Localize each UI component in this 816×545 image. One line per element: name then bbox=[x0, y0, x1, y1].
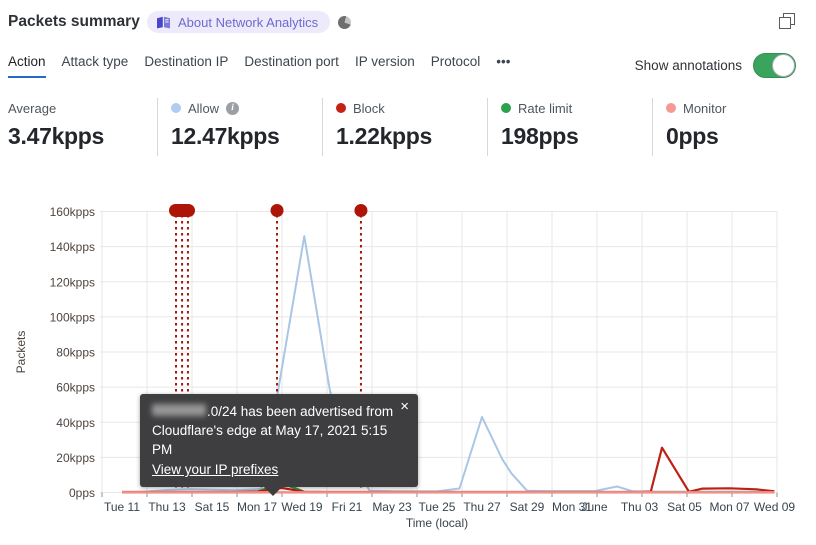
tab-attack-type[interactable]: Attack type bbox=[61, 54, 129, 69]
x-tick-label: Tue 11 bbox=[104, 500, 140, 514]
page-title: Packets summary bbox=[8, 13, 140, 30]
stat-label: Allow bbox=[188, 100, 220, 116]
tabs: Action Attack type Destination IP Destinati… bbox=[8, 54, 510, 78]
stat-value: 198pps bbox=[501, 123, 579, 149]
stat-value: 0pps bbox=[666, 123, 719, 149]
tab-action[interactable]: Action bbox=[8, 54, 46, 78]
x-tick-label: Sat 29 bbox=[510, 500, 545, 514]
stat-label: Average bbox=[8, 100, 57, 116]
view-ip-prefixes-link[interactable]: View your IP prefixes bbox=[152, 462, 279, 477]
y-tick-label: 20kpps bbox=[56, 451, 95, 465]
x-tick-label: Mon 17 bbox=[237, 500, 277, 514]
y-tick-label: 120kpps bbox=[50, 275, 95, 289]
stat-label: Block bbox=[353, 100, 385, 116]
y-tick-label: 40kpps bbox=[56, 416, 95, 430]
x-tick-label: Tue 25 bbox=[419, 500, 456, 514]
y-tick-label: 140kpps bbox=[50, 240, 95, 254]
duplicate-window-icon[interactable] bbox=[779, 13, 795, 29]
y-axis-title: Packets bbox=[14, 331, 28, 374]
legend-dot bbox=[501, 103, 511, 113]
redacted-ip-prefix bbox=[152, 404, 206, 416]
stat-block: Block 1.22kpps bbox=[322, 98, 487, 156]
x-tick-label: Mon 07 bbox=[709, 500, 749, 514]
x-tick-label: Wed 19 bbox=[281, 500, 322, 514]
stat-value: 12.47kpps bbox=[171, 123, 280, 149]
pie-status-icon bbox=[338, 16, 351, 29]
info-icon[interactable]: i bbox=[226, 101, 240, 115]
stats-row: Average 3.47kpps Allow i 12.47kpps Block 1.22k… bbox=[0, 98, 816, 156]
toggle-knob bbox=[772, 54, 795, 77]
legend-dot bbox=[336, 103, 346, 113]
x-tick-label: Sat 05 bbox=[667, 500, 702, 514]
stat-value: 1.22kpps bbox=[336, 123, 433, 149]
legend-dot bbox=[171, 103, 181, 113]
stat-rate-limit: Rate limit 198pps bbox=[487, 98, 652, 156]
legend-dot bbox=[666, 103, 676, 113]
stat-value: 3.47kpps bbox=[8, 123, 105, 149]
close-icon[interactable]: × bbox=[400, 398, 409, 415]
x-tick-label: Wed 09 bbox=[754, 500, 795, 514]
badge-label: About Network Analytics bbox=[178, 14, 319, 30]
tooltip-caret bbox=[263, 486, 283, 496]
stat-allow: Allow i 12.47kpps bbox=[157, 98, 322, 156]
tab-more-menu[interactable]: ••• bbox=[496, 54, 511, 69]
y-tick-label: 0pps bbox=[69, 486, 95, 500]
tab-protocol[interactable]: Protocol bbox=[430, 54, 481, 69]
x-tick-label: Fri 21 bbox=[332, 500, 363, 514]
show-annotations-control: Show annotations bbox=[635, 53, 796, 78]
about-network-analytics-badge[interactable]: About Network Analytics bbox=[147, 11, 331, 33]
x-tick-label: Thu 13 bbox=[148, 500, 186, 514]
y-tick-label: 160kpps bbox=[50, 205, 95, 219]
x-axis-title: Time (local) bbox=[406, 516, 468, 530]
book-icon bbox=[157, 16, 170, 28]
tooltip-line2: Cloudflare's edge at May 17, 2021 5:15 P… bbox=[152, 423, 388, 457]
x-tick-label: May 23 bbox=[372, 500, 412, 514]
x-tick-label: June bbox=[581, 500, 607, 514]
stat-monitor: Monitor 0pps bbox=[652, 98, 816, 156]
annotation-marker[interactable] bbox=[270, 204, 284, 217]
x-tick-label: Mon 31 bbox=[552, 500, 592, 514]
y-tick-label: 60kpps bbox=[56, 381, 95, 395]
x-tick-label: Thu 03 bbox=[621, 500, 659, 514]
annotation-marker-pill[interactable] bbox=[169, 204, 195, 217]
x-tick-label: Sat 15 bbox=[195, 500, 230, 514]
x-tick-label: Thu 27 bbox=[463, 500, 501, 514]
y-tick-label: 80kpps bbox=[56, 346, 95, 360]
stat-average: Average 3.47kpps bbox=[0, 98, 157, 156]
tab-destination-port[interactable]: Destination port bbox=[244, 54, 339, 69]
annotation-marker[interactable] bbox=[354, 204, 368, 217]
show-annotations-toggle[interactable] bbox=[753, 53, 796, 78]
y-tick-label: 100kpps bbox=[50, 310, 95, 324]
tooltip-line1: .0/24 has been advertised from bbox=[152, 402, 404, 421]
stat-label: Rate limit bbox=[518, 100, 573, 116]
stat-label: Monitor bbox=[683, 100, 727, 116]
annotation-tooltip: × .0/24 has been advertised from Cloudfl… bbox=[140, 394, 418, 496]
show-annotations-label: Show annotations bbox=[634, 58, 742, 73]
tab-ip-version[interactable]: IP version bbox=[354, 54, 415, 69]
tab-destination-ip[interactable]: Destination IP bbox=[144, 54, 229, 69]
